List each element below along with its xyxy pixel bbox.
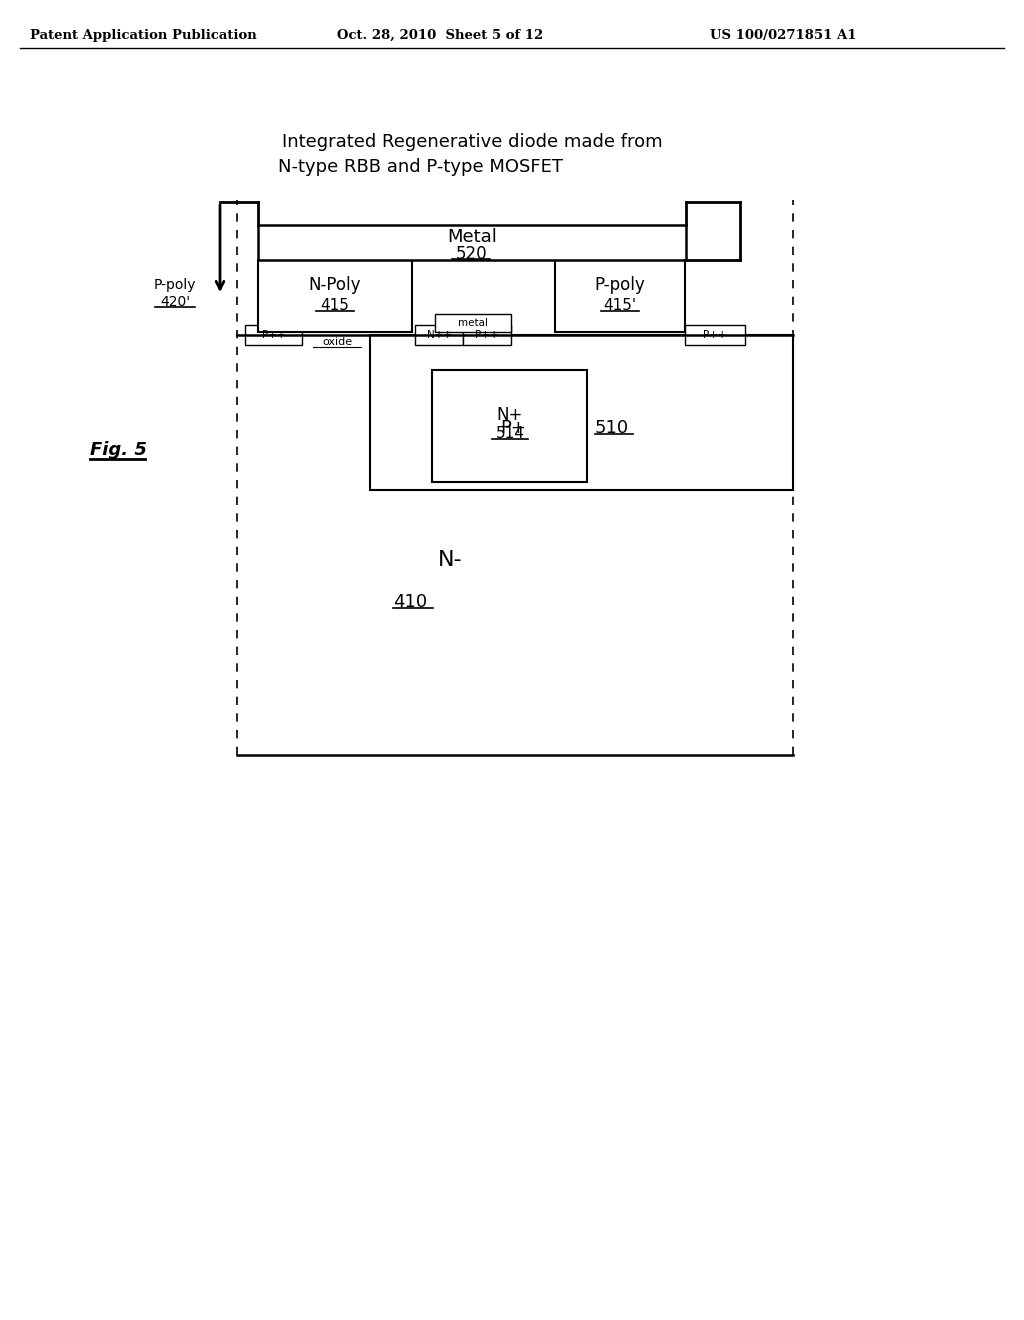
Text: N++: N++ xyxy=(427,330,452,341)
Text: Metal: Metal xyxy=(447,228,497,246)
Text: oxide: oxide xyxy=(322,337,352,347)
Text: P-poly: P-poly xyxy=(154,279,197,292)
Bar xyxy=(435,314,511,333)
Bar xyxy=(463,325,511,345)
Text: P++: P++ xyxy=(262,330,286,341)
Text: P-poly: P-poly xyxy=(595,276,645,294)
Text: 510: 510 xyxy=(595,418,629,437)
Text: Integrated Regenerative diode made from: Integrated Regenerative diode made from xyxy=(282,133,663,150)
Text: 415: 415 xyxy=(321,297,349,313)
Bar xyxy=(258,224,686,260)
Text: P+: P+ xyxy=(500,418,526,437)
Text: Fig. 5: Fig. 5 xyxy=(90,441,146,459)
Text: Patent Application Publication: Patent Application Publication xyxy=(30,29,257,41)
Text: 514: 514 xyxy=(496,425,524,441)
Text: 420': 420' xyxy=(160,294,190,309)
Text: N-type RBB and P-type MOSFET: N-type RBB and P-type MOSFET xyxy=(278,158,562,176)
Text: P++: P++ xyxy=(703,330,727,341)
Text: P++: P++ xyxy=(475,330,499,341)
Text: 520: 520 xyxy=(456,246,487,263)
Text: N-: N- xyxy=(437,550,462,570)
Bar xyxy=(432,370,587,482)
Bar xyxy=(555,260,685,333)
Text: N-Poly: N-Poly xyxy=(309,276,361,294)
Text: 410: 410 xyxy=(393,593,427,611)
Bar xyxy=(258,260,412,333)
Text: metal: metal xyxy=(458,318,488,327)
Bar xyxy=(415,325,463,345)
Text: Oct. 28, 2010  Sheet 5 of 12: Oct. 28, 2010 Sheet 5 of 12 xyxy=(337,29,543,41)
Text: 415': 415' xyxy=(603,297,637,313)
Text: US 100/0271851 A1: US 100/0271851 A1 xyxy=(710,29,856,41)
Bar xyxy=(370,335,793,490)
Bar xyxy=(245,325,302,345)
Text: N+: N+ xyxy=(497,407,523,424)
Bar xyxy=(685,325,745,345)
